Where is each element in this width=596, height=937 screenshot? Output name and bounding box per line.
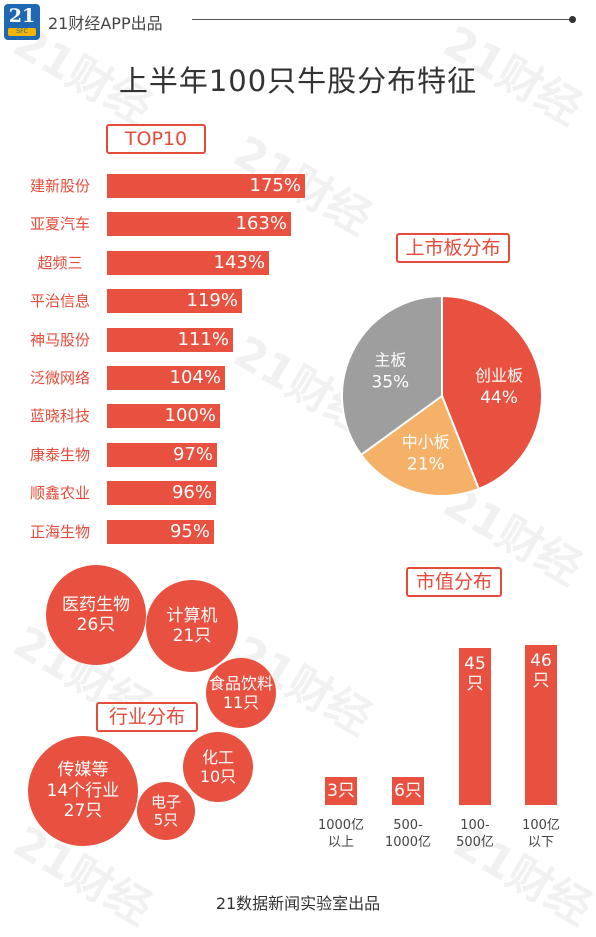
top10-bar: 119% [107,289,242,314]
top10-bar-label: 111% [177,328,229,350]
industry-bubble-name: 医药生物 [62,594,130,615]
industry-bubble-name: 计算机 [166,605,218,626]
top10-bar-label: 163% [235,213,287,235]
top10-stock-name: 泛微网络 [29,369,90,387]
footer-credit: 21数据新闻实验室出品 [215,894,381,913]
pie-slice [441,294,543,491]
industry-bubble-name: 14个行业 [46,780,120,801]
top10-stock-name: 超频三 [37,253,83,272]
top10-stock-name: 建新股份 [29,177,90,195]
market-cap-bar: 45 只 [459,648,491,805]
logo-number: 21 [8,5,36,27]
top10-bar: 175% [107,174,305,198]
industry-bubble-name: 传媒等 [57,760,109,781]
top10-bar: 104% [107,366,225,390]
pie-slice-value: 44% [480,388,518,408]
top10-bar: 111% [107,327,233,352]
top10-bar-label: 119% [186,290,238,312]
industry-bubble: 化工 10只 [183,732,253,802]
logo-sub: SFC [8,28,36,36]
market-cap-bar-label: 只 [532,671,550,691]
top10-bar-label: 97% [172,443,213,465]
top10-bar: 97% [107,442,217,467]
industry-bubble: 医药生物 26只 [46,565,146,665]
board-pie-chart: 创业板 44% 中小板 21% 主板 35% [341,294,543,497]
top10-bar-label: 100% [164,405,216,427]
top10-bar-label: 96% [171,482,212,504]
industry-bubble-name: 电子 [150,793,181,811]
top10-bar: 163% [107,212,291,237]
pie-title: 上市板分布 [396,233,510,263]
market-cap-bar: 3只 [325,777,357,805]
top10-stock-name: 亚夏汽车 [29,215,90,234]
market-title: 市值分布 [406,567,502,597]
market-cap-bar: 46 只 [525,645,557,805]
market-cap-bar-label: 46 [530,651,552,671]
top10-bar-label: 175% [249,175,301,196]
market-cap-category: 1000亿 以上 [317,818,365,850]
industry-bubble: 食品饮料 11只 [206,658,276,728]
industry-bubble-count: 27只 [63,801,103,822]
top10-stock-name: 顺鑫农业 [29,484,90,503]
pie-slice [341,294,443,457]
pie-slice [359,394,481,497]
market-cap-bar-label: 只 [466,674,484,694]
pie-slice-name: 主板 [374,351,406,370]
industry-bubble-count: 10只 [199,767,237,786]
top10-bar: 95% [107,519,214,544]
top10-bar: 143% [107,250,269,275]
top10-stock-name: 神马股份 [29,330,90,349]
brand-text: 21财经APP出品 [48,14,163,33]
market-cap-category: 100亿 以下 [522,818,560,850]
industry-bubble-count: 26只 [76,615,116,635]
top10-stock-name: 正海生物 [29,522,90,541]
pie-slice-name: 中小板 [402,433,450,452]
market-cap-category: 100- 500亿 [456,818,494,850]
market-cap-bar: 6只 [392,777,424,805]
top10-bar-label: 104% [169,367,221,388]
industry-bubble-count: 11只 [222,693,260,712]
top10-stock-name: 康泰生物 [29,445,90,464]
industry-bubble-count: 21只 [172,626,212,646]
top10-stock-name: 蓝晓科技 [29,407,90,426]
header-divider [192,19,572,20]
industry-bubble-count: 5只 [153,811,179,829]
top10-bar-label: 95% [169,520,210,542]
top10-bar: 100% [107,404,220,429]
brand-logo: 21 SFC [4,4,40,40]
industry-bubble-name: 化工 [201,747,234,767]
top10-bar-label: 143% [213,251,265,273]
market-cap-bar-label: 3只 [327,781,355,801]
market-cap-bar-label: 45 [464,654,486,674]
industry-bubble: 计算机 21只 [146,580,238,672]
industry-bubble: 电子 5只 [137,782,195,840]
market-cap-category: 500- 1000亿 [384,818,432,850]
pie-slice-name: 创业板 [475,366,523,385]
top10-stock-name: 平治信息 [29,292,90,311]
industry-bubble: 传媒等 14个行业 27只 [28,736,138,846]
page-title: 上半年100只牛股分布特征 [118,64,478,98]
header-dot [569,16,576,23]
top10-bar: 96% [107,481,216,506]
pie-slice-value: 21% [407,455,445,475]
industry-title: 行业分布 [96,702,198,732]
pie-slice-value: 35% [371,373,409,393]
top10-title: TOP10 [106,124,206,154]
industry-bubble-name: 食品饮料 [208,673,273,693]
market-cap-bar-label: 6只 [394,781,422,801]
